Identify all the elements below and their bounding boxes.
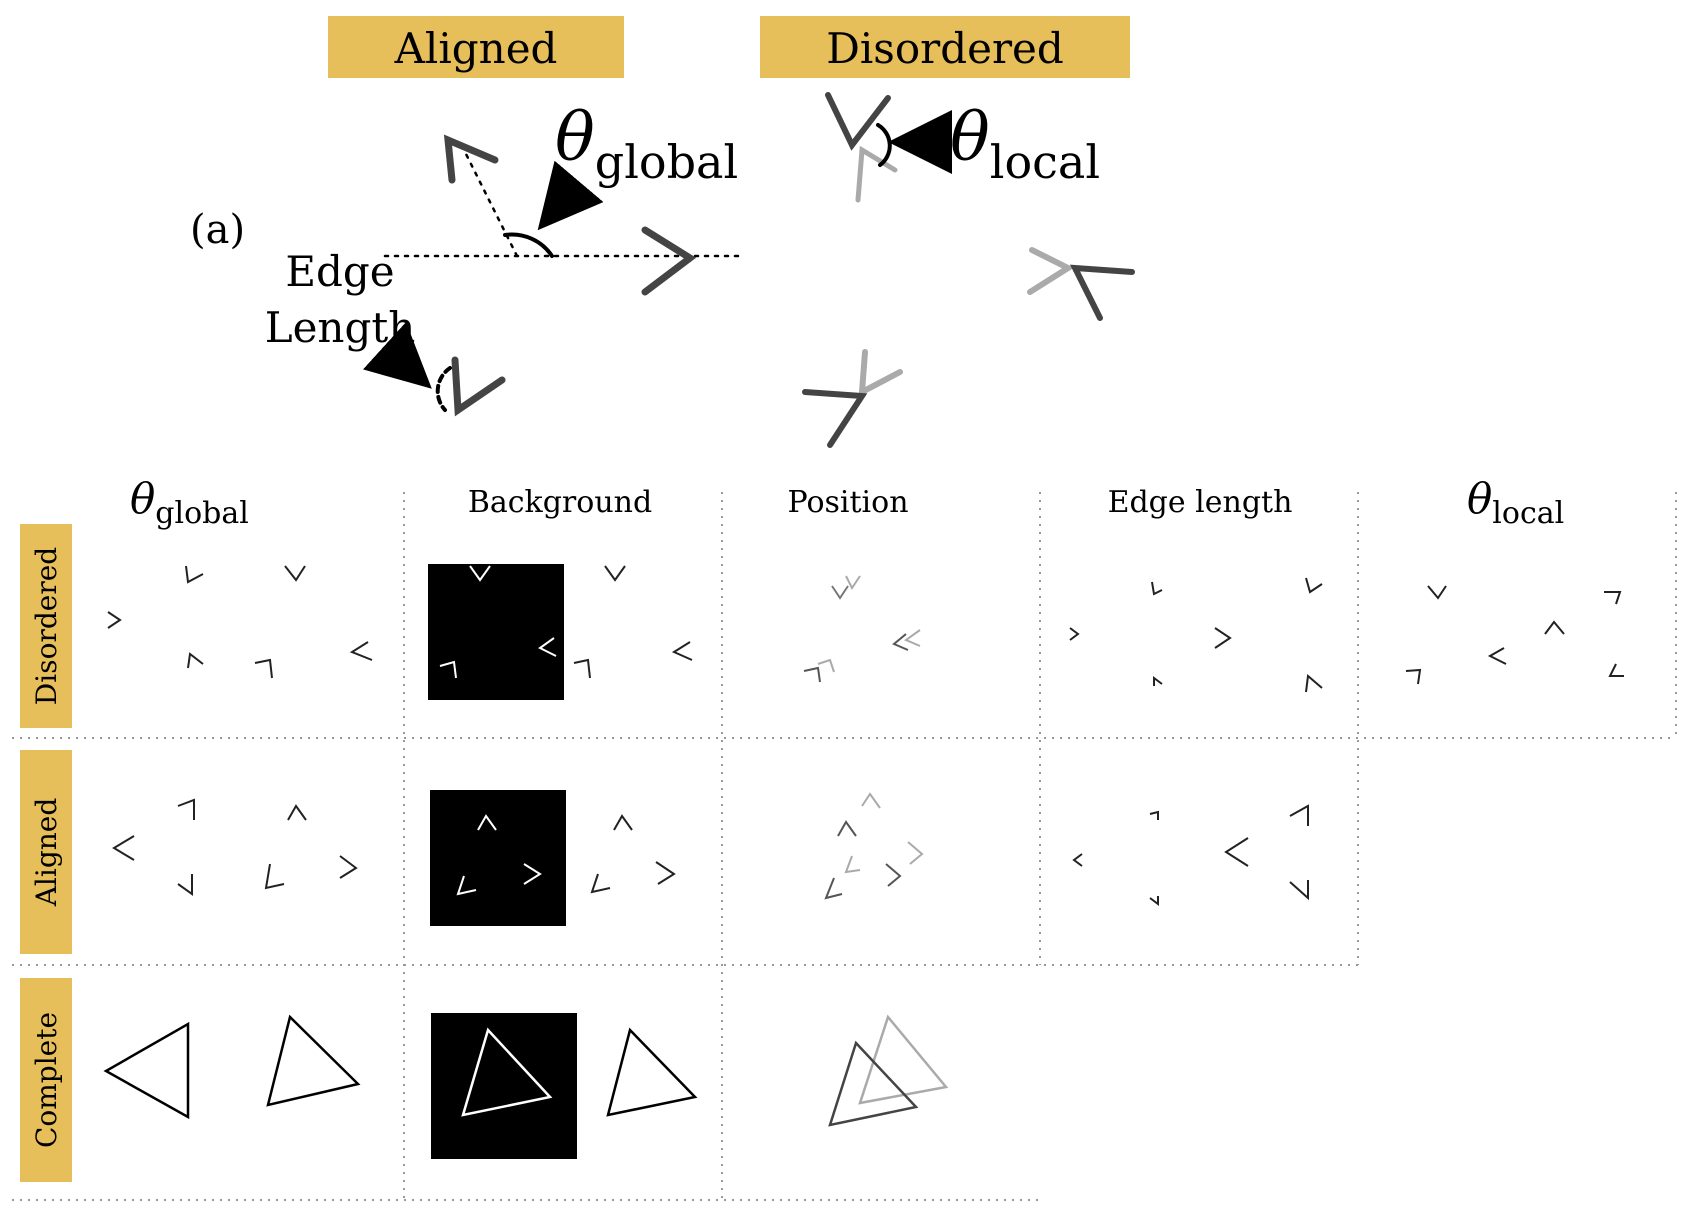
col-header-theta-local: θlocal xyxy=(1467,474,1564,531)
theta-local-annotation: θlocal xyxy=(950,99,1100,189)
col-header-edge-length: Edge length xyxy=(1108,485,1293,520)
corner-mark-top xyxy=(443,134,499,184)
cell-complete-position xyxy=(828,1014,949,1127)
grid-lines xyxy=(12,492,1677,1201)
svg-text:Disordered: Disordered xyxy=(30,547,63,705)
cell-aligned-position xyxy=(824,792,924,900)
disorder-corner-bottom-dark xyxy=(802,389,868,448)
cell-complete-theta-global xyxy=(103,1014,361,1120)
disorder-corner-right-light xyxy=(1027,247,1075,295)
cell-aligned-background xyxy=(430,790,676,926)
col-header-position: Position xyxy=(787,485,908,520)
edge-length-arc xyxy=(435,366,452,412)
global-angle-arc xyxy=(503,232,554,258)
angle-ray-dotted xyxy=(458,140,519,258)
cell-disordered-edge-length xyxy=(1069,577,1323,693)
corner-mark-bottom xyxy=(451,356,506,417)
cell-aligned-edge-length xyxy=(1072,804,1309,906)
row-label-aligned: Aligned xyxy=(20,750,72,954)
svg-text:Complete: Complete xyxy=(30,1012,63,1148)
cell-disordered-position xyxy=(803,575,921,683)
disordered-schematic xyxy=(802,92,1135,448)
global-arrow xyxy=(537,160,604,231)
edge-label-line2: Length xyxy=(265,303,416,352)
row-label-complete: Complete xyxy=(20,978,72,1182)
edge-label-line1: Edge xyxy=(285,247,394,296)
cell-disordered-theta-global xyxy=(107,565,373,679)
row-label-disordered: Disordered xyxy=(20,524,72,728)
disorder-corner-bottom-light xyxy=(858,349,903,398)
edge-arrow xyxy=(362,322,432,389)
disordered-banner-label: Disordered xyxy=(826,24,1064,73)
aligned-schematic xyxy=(362,134,744,417)
aligned-banner-label: Aligned xyxy=(394,24,558,73)
cell-disordered-theta-local xyxy=(1405,585,1624,685)
panel-label: (a) xyxy=(190,207,245,253)
theta-global-annotation: θglobal xyxy=(555,99,738,189)
col-header-background: Background xyxy=(468,485,652,520)
disorder-corner-top-dark xyxy=(825,92,891,151)
corner-mark-right xyxy=(641,226,697,296)
aligned-banner: Aligned xyxy=(328,16,624,78)
disorder-corner-right-dark xyxy=(1069,264,1135,321)
col-header-theta-global: θglobal xyxy=(130,474,249,531)
cell-disordered-background xyxy=(428,564,693,700)
cell-aligned-theta-global xyxy=(112,798,358,896)
cell-complete-background xyxy=(431,1013,698,1159)
svg-text:Aligned: Aligned xyxy=(30,798,63,908)
disordered-banner: Disordered xyxy=(760,16,1130,78)
disorder-corner-top-light xyxy=(855,145,898,203)
